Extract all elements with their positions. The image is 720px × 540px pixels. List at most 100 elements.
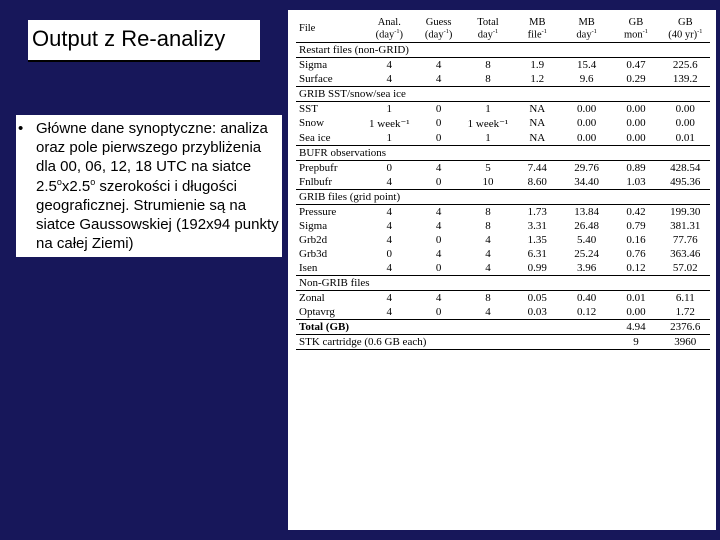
cell: 0.00 [562, 102, 611, 116]
col-gbmon: GBmon-1 [611, 16, 660, 42]
section-gribgp: GRIB files (grid point) [296, 190, 710, 205]
cell: 0.00 [611, 102, 660, 116]
cell: 77.76 [661, 233, 710, 247]
cell: 0.03 [513, 305, 562, 320]
cell: Grb2d [296, 233, 365, 247]
reanalysis-output-table: File Anal.(day-1) Guess(day-1) Totalday-… [296, 16, 710, 350]
cell: 139.2 [661, 72, 710, 87]
col-mbday: MBday-1 [562, 16, 611, 42]
stk-row: STK cartridge (0.6 GB each) 9 3960 [296, 335, 710, 350]
cell: 4 [365, 219, 414, 233]
cell: 0.00 [611, 131, 660, 146]
cell: 1 week⁻¹ [365, 116, 414, 131]
cell: Zonal [296, 291, 365, 305]
cell: 29.76 [562, 161, 611, 175]
cell: 0.76 [611, 247, 660, 261]
cell: 6.31 [513, 247, 562, 261]
cell: 0.01 [611, 291, 660, 305]
cell: 0.01 [661, 131, 710, 146]
cell: Pressure [296, 205, 365, 219]
cell: 1 [365, 131, 414, 146]
cell: Grb3d [296, 247, 365, 261]
cell: Fnlbufr [296, 175, 365, 190]
cell: Snow [296, 116, 365, 131]
cell: 4 [365, 305, 414, 320]
table-row: Pressure4481.7313.840.42199.30 [296, 205, 710, 219]
cell: 363.46 [661, 247, 710, 261]
col-mbfile: MBfile-1 [513, 16, 562, 42]
cell: 0.00 [562, 116, 611, 131]
cell: Optavrg [296, 305, 365, 320]
cell: 4 [463, 233, 512, 247]
table-row: Sigma4481.915.40.47225.6 [296, 58, 710, 72]
col-file: File [296, 16, 365, 42]
cell: 381.31 [661, 219, 710, 233]
cell: 4 [365, 72, 414, 87]
cell: 0.89 [611, 161, 660, 175]
cell: 1.2 [513, 72, 562, 87]
cell: 199.30 [661, 205, 710, 219]
cell: 4 [365, 58, 414, 72]
table-header-row: File Anal.(day-1) Guess(day-1) Totalday-… [296, 16, 710, 42]
cell: 0.00 [611, 305, 660, 320]
cell: 25.24 [562, 247, 611, 261]
cell: 4 [414, 161, 463, 175]
col-anal: Anal.(day-1) [365, 16, 414, 42]
col-total: Totalday-1 [463, 16, 512, 42]
cell: 0 [414, 102, 463, 116]
cell: 0.42 [611, 205, 660, 219]
cell: 4 [365, 205, 414, 219]
cell: 0 [414, 305, 463, 320]
cell: 0.47 [611, 58, 660, 72]
data-table-panel: File Anal.(day-1) Guess(day-1) Totalday-… [288, 10, 716, 530]
table-row: Isen4040.993.960.1257.02 [296, 261, 710, 276]
cell: 4 [414, 291, 463, 305]
cell: 428.54 [661, 161, 710, 175]
table-row: Prepbufr0457.4429.760.89428.54 [296, 161, 710, 175]
cell: 0 [414, 175, 463, 190]
table-row: SST101NA0.000.000.00 [296, 102, 710, 116]
cell: NA [513, 131, 562, 146]
col-guess: Guess(day-1) [414, 16, 463, 42]
cell: 4 [365, 233, 414, 247]
cell: 34.40 [562, 175, 611, 190]
cell: 10 [463, 175, 512, 190]
total-label: Total (GB) [296, 320, 365, 335]
cell: 3.96 [562, 261, 611, 276]
cell: 1.35 [513, 233, 562, 247]
col-gb40: GB(40 yr)-1 [661, 16, 710, 42]
bullet-content: Główne dane synoptyczne: analiza oraz po… [36, 119, 280, 253]
cell: Surface [296, 72, 365, 87]
bullet-marker: • [18, 119, 36, 253]
table-row: Fnlbufr40108.6034.401.03495.36 [296, 175, 710, 190]
cell: 1 [463, 131, 512, 146]
cell: 5.40 [562, 233, 611, 247]
cell: 1.9 [513, 58, 562, 72]
cell: 495.36 [661, 175, 710, 190]
cell: 0.40 [562, 291, 611, 305]
cell: 26.48 [562, 219, 611, 233]
cell: 1 [463, 102, 512, 116]
cell: 0 [414, 261, 463, 276]
cell: 57.02 [661, 261, 710, 276]
cell: 0.79 [611, 219, 660, 233]
cell: Sigma [296, 219, 365, 233]
table-row: Snow1 week⁻¹01 week⁻¹NA0.000.000.00 [296, 116, 710, 131]
table-row: Grb3d0446.3125.240.76363.46 [296, 247, 710, 261]
cell: 1.03 [611, 175, 660, 190]
cell: 13.84 [562, 205, 611, 219]
cell: 0 [414, 131, 463, 146]
cell: 4 [414, 205, 463, 219]
cell: 0.05 [513, 291, 562, 305]
slide-title: Output z Re-analizy [28, 20, 260, 62]
cell: 4 [365, 291, 414, 305]
cell: 4 [414, 219, 463, 233]
cell: 8 [463, 219, 512, 233]
cell: 7.44 [513, 161, 562, 175]
cell: 8 [463, 72, 512, 87]
section-bufr: BUFR observations [296, 146, 710, 161]
cell: SST [296, 102, 365, 116]
cell: 225.6 [661, 58, 710, 72]
cell: 1 week⁻¹ [463, 116, 512, 131]
total-gb40: 2376.6 [661, 320, 710, 335]
